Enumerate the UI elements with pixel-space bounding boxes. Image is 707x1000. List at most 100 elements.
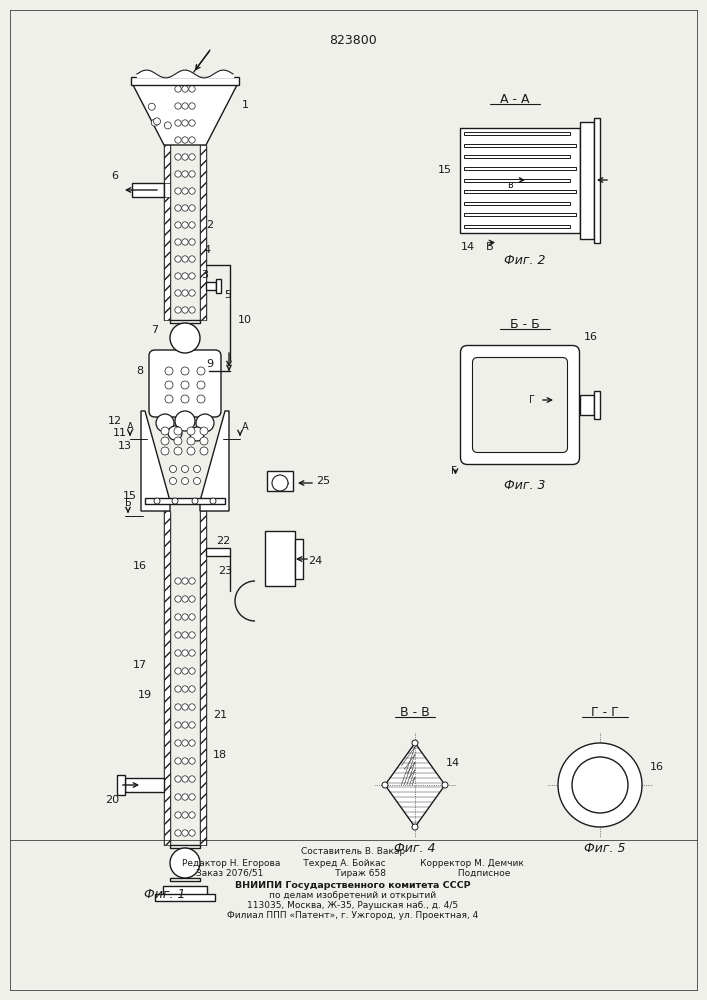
- Text: 823800: 823800: [329, 33, 377, 46]
- Bar: [170, 878, 200, 881]
- Circle shape: [189, 650, 195, 656]
- Polygon shape: [200, 411, 229, 511]
- Circle shape: [187, 437, 195, 445]
- Circle shape: [182, 256, 188, 262]
- Text: в: в: [507, 180, 513, 190]
- Circle shape: [189, 137, 195, 143]
- Circle shape: [175, 239, 181, 245]
- Circle shape: [175, 704, 181, 710]
- Circle shape: [189, 239, 195, 245]
- Circle shape: [181, 381, 189, 389]
- Text: 2: 2: [206, 220, 214, 230]
- Bar: [206, 548, 230, 556]
- Circle shape: [175, 632, 181, 638]
- Circle shape: [175, 794, 181, 800]
- Circle shape: [161, 447, 169, 455]
- Circle shape: [182, 632, 188, 638]
- Circle shape: [182, 86, 188, 92]
- Circle shape: [182, 307, 188, 313]
- Text: А - А: А - А: [501, 93, 530, 106]
- Circle shape: [182, 794, 188, 800]
- Circle shape: [175, 758, 181, 764]
- Polygon shape: [141, 411, 170, 511]
- Circle shape: [412, 740, 418, 746]
- Circle shape: [382, 782, 388, 788]
- Text: 23: 23: [218, 566, 232, 576]
- Circle shape: [182, 273, 188, 279]
- Circle shape: [182, 740, 188, 746]
- Circle shape: [182, 137, 188, 143]
- Circle shape: [189, 154, 195, 160]
- Text: 7: 7: [151, 325, 158, 335]
- Circle shape: [181, 395, 189, 403]
- Circle shape: [189, 686, 195, 692]
- Circle shape: [175, 307, 181, 313]
- Text: Составитель В. Вакар: Составитель В. Вакар: [301, 848, 405, 856]
- Circle shape: [175, 103, 181, 109]
- Circle shape: [182, 650, 188, 656]
- Circle shape: [189, 188, 195, 194]
- Circle shape: [175, 411, 195, 431]
- Bar: [145, 498, 225, 504]
- Bar: [464, 132, 570, 135]
- Circle shape: [194, 466, 201, 473]
- Circle shape: [165, 381, 173, 389]
- Circle shape: [196, 414, 214, 432]
- Circle shape: [175, 740, 181, 746]
- Bar: [295, 539, 303, 579]
- Text: 19: 19: [138, 690, 152, 700]
- Circle shape: [182, 222, 188, 228]
- Circle shape: [153, 118, 160, 125]
- Circle shape: [175, 812, 181, 818]
- Circle shape: [182, 120, 188, 126]
- Bar: [163, 886, 207, 895]
- Text: Фиг. 1: Фиг. 1: [144, 888, 186, 902]
- Bar: [125, 778, 164, 792]
- Text: А: А: [242, 422, 248, 432]
- Text: Фиг. 2: Фиг. 2: [504, 254, 546, 267]
- Circle shape: [164, 122, 171, 129]
- Circle shape: [200, 447, 208, 455]
- Circle shape: [175, 776, 181, 782]
- Text: В - В: В - В: [400, 706, 430, 720]
- Circle shape: [187, 427, 195, 435]
- Circle shape: [412, 824, 418, 830]
- Circle shape: [151, 119, 158, 126]
- Circle shape: [175, 578, 181, 584]
- Circle shape: [182, 596, 188, 602]
- Text: Фиг. 4: Фиг. 4: [395, 842, 436, 856]
- Circle shape: [189, 668, 195, 674]
- Circle shape: [189, 812, 195, 818]
- Circle shape: [182, 239, 188, 245]
- Text: 1: 1: [242, 100, 248, 110]
- Text: 4: 4: [204, 245, 211, 255]
- Circle shape: [182, 466, 189, 473]
- Circle shape: [182, 478, 189, 485]
- Circle shape: [182, 722, 188, 728]
- Circle shape: [170, 466, 177, 473]
- Circle shape: [170, 323, 200, 353]
- Bar: [460, 127, 580, 232]
- Circle shape: [182, 205, 188, 211]
- Circle shape: [175, 171, 181, 177]
- Circle shape: [175, 290, 181, 296]
- Circle shape: [182, 758, 188, 764]
- Polygon shape: [385, 743, 445, 827]
- Circle shape: [194, 478, 201, 485]
- Circle shape: [572, 757, 628, 813]
- Circle shape: [182, 154, 188, 160]
- Circle shape: [189, 614, 195, 620]
- Circle shape: [175, 256, 181, 262]
- Text: 3: 3: [201, 270, 209, 280]
- Circle shape: [189, 830, 195, 836]
- Circle shape: [165, 367, 173, 375]
- Text: Г: Г: [529, 395, 535, 405]
- Circle shape: [170, 848, 200, 878]
- Circle shape: [182, 103, 188, 109]
- Circle shape: [182, 686, 188, 692]
- Text: Заказ 2076/51                         Тираж 658                         Подписно: Заказ 2076/51 Тираж 658 Подписно: [196, 869, 510, 879]
- Circle shape: [189, 171, 195, 177]
- Circle shape: [181, 367, 189, 375]
- Circle shape: [558, 743, 642, 827]
- Circle shape: [182, 776, 188, 782]
